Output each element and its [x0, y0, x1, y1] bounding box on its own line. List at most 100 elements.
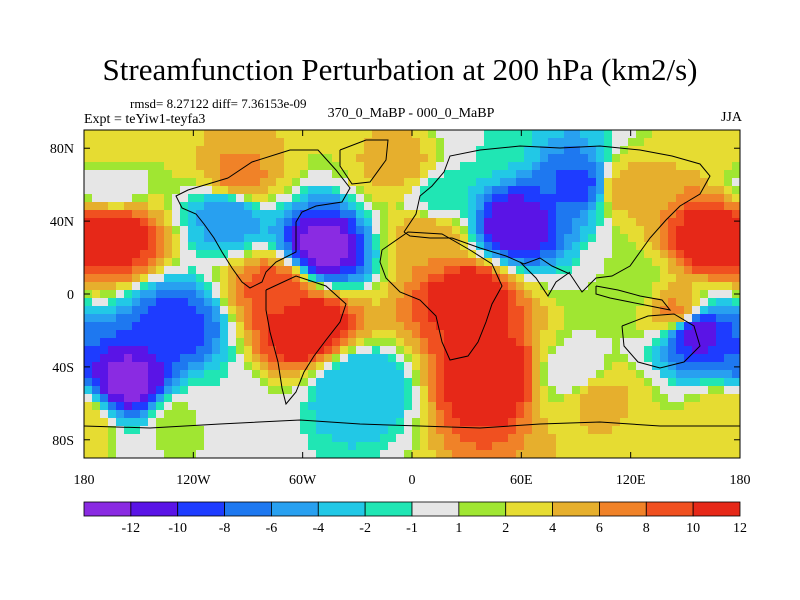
field-cell — [468, 202, 477, 211]
field-cell — [212, 362, 221, 371]
field-cell — [492, 362, 501, 371]
field-cell — [180, 330, 189, 339]
field-cell — [244, 226, 253, 235]
field-cell — [476, 362, 485, 371]
field-cell — [380, 362, 389, 371]
field-cell — [108, 226, 117, 235]
field-cell — [532, 426, 541, 435]
field-cell — [708, 234, 717, 243]
field-cell — [260, 266, 269, 275]
field-cell — [132, 194, 141, 203]
field-cell — [620, 370, 629, 379]
field-cell — [532, 130, 541, 139]
field-cell — [476, 410, 485, 419]
field-cell — [124, 202, 133, 211]
field-cell — [676, 266, 685, 275]
colorbar-swatch — [224, 501, 272, 517]
field-cell — [204, 330, 213, 339]
field-cell — [268, 378, 277, 387]
field-cell — [532, 242, 541, 251]
field-cell — [636, 194, 645, 203]
field-cell — [604, 394, 613, 403]
field-cell — [332, 426, 341, 435]
field-cell — [604, 378, 613, 387]
field-cell — [300, 298, 309, 307]
field-cell — [580, 386, 589, 395]
field-cell — [84, 322, 93, 331]
field-cell — [428, 442, 437, 451]
field-cell — [492, 298, 501, 307]
field-cell — [396, 162, 405, 171]
field-cell — [196, 426, 205, 435]
field-cell — [596, 394, 605, 403]
field-cell — [364, 338, 373, 347]
field-cell — [500, 410, 509, 419]
field-cell — [236, 330, 245, 339]
field-cell — [412, 450, 421, 458]
field-cell — [404, 434, 413, 443]
field-cell — [388, 154, 397, 163]
field-cell — [244, 218, 253, 227]
field-cell — [548, 258, 557, 267]
field-cell — [716, 258, 725, 267]
field-cell — [348, 226, 357, 235]
field-cell — [84, 138, 93, 147]
field-cell — [116, 226, 125, 235]
field-cell — [236, 226, 245, 235]
field-cell — [276, 210, 285, 219]
field-cell — [228, 250, 237, 259]
field-cell — [580, 330, 589, 339]
field-cell — [324, 146, 333, 155]
field-cell — [428, 162, 437, 171]
field-cell — [140, 410, 149, 419]
field-cell — [284, 354, 293, 363]
field-cell — [340, 266, 349, 275]
field-cell — [372, 426, 381, 435]
field-cell — [676, 194, 685, 203]
field-cell — [260, 378, 269, 387]
field-cell — [492, 218, 501, 227]
field-cell — [436, 434, 445, 443]
field-cell — [308, 234, 317, 243]
field-cell — [236, 266, 245, 275]
field-cell — [124, 234, 133, 243]
field-cell — [388, 338, 397, 347]
field-cell — [228, 266, 237, 275]
field-cell — [324, 434, 333, 443]
field-cell — [404, 138, 413, 147]
field-cell — [324, 266, 333, 275]
field-cell — [588, 346, 597, 355]
field-cell — [140, 290, 149, 299]
field-cell — [108, 178, 117, 187]
field-cell — [620, 410, 629, 419]
field-cell — [644, 378, 653, 387]
field-cell — [260, 178, 269, 187]
field-cell — [180, 178, 189, 187]
field-cell — [540, 338, 549, 347]
field-cell — [84, 378, 93, 387]
field-cell — [612, 282, 621, 291]
field-cell — [636, 234, 645, 243]
field-cell — [676, 338, 685, 347]
field-cell — [364, 418, 373, 427]
field-cell — [244, 442, 253, 451]
field-cell — [108, 162, 117, 171]
field-cell — [268, 362, 277, 371]
field-cell — [596, 338, 605, 347]
field-cell — [388, 426, 397, 435]
field-cell — [252, 162, 261, 171]
field-cell — [84, 210, 93, 219]
field-cell — [100, 186, 109, 195]
field-cell — [732, 442, 740, 451]
field-cell — [364, 362, 373, 371]
field-cell — [204, 362, 213, 371]
field-cell — [220, 226, 229, 235]
field-cell — [380, 442, 389, 451]
field-cell — [732, 282, 740, 291]
field-cell — [364, 322, 373, 331]
field-cell — [172, 226, 181, 235]
field-cell — [172, 362, 181, 371]
field-cell — [196, 178, 205, 187]
field-cell — [364, 154, 373, 163]
field-cell — [652, 386, 661, 395]
